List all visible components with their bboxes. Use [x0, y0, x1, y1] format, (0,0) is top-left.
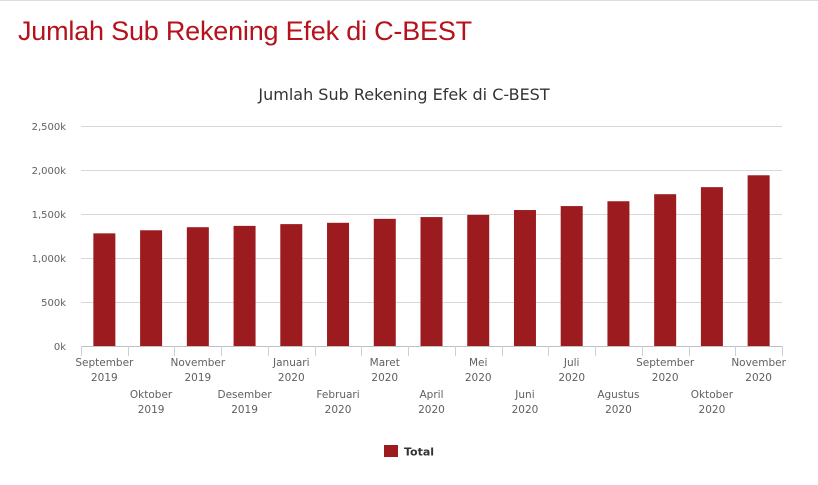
bar	[467, 214, 490, 346]
legend[interactable]: Total	[384, 445, 434, 459]
bar	[700, 187, 723, 346]
x-axis: September 2019 Oktober 2019 November 2019 Dese…	[75, 346, 787, 416]
bar	[280, 224, 303, 346]
y-tick-label: 2,000k	[32, 166, 67, 177]
bar	[654, 194, 677, 346]
x-tick-label: November 2019	[171, 357, 226, 384]
chart-title: Jumlah Sub Rekening Efek di C-BEST	[257, 85, 549, 104]
page-title: Jumlah Sub Rekening Efek di C-BEST	[18, 16, 472, 46]
y-tick-label: 0k	[54, 342, 66, 353]
legend-label-total[interactable]: Total	[404, 446, 434, 459]
x-tick-label: Juli 2020	[558, 357, 585, 384]
bar	[373, 218, 396, 346]
y-tick-label: 1,500k	[32, 210, 67, 221]
bar	[420, 217, 443, 346]
x-tick-label: Oktober 2020	[691, 389, 734, 416]
x-tick-label: Agustus 2020	[597, 389, 639, 416]
x-tick-label: November 2020	[731, 357, 786, 384]
x-tick-label: Desember 2019	[217, 389, 272, 416]
x-tick-label: Februari 2020	[316, 389, 359, 416]
bar	[233, 225, 256, 346]
bar	[607, 201, 630, 346]
bars	[93, 175, 770, 346]
legend-swatch-total[interactable]	[384, 445, 398, 457]
x-tick-label: September 2020	[636, 357, 695, 384]
x-tick-label: Maret 2020	[370, 357, 400, 384]
top-divider	[0, 0, 818, 1]
bar	[560, 206, 583, 346]
x-tick-label: Juni 2020	[512, 389, 539, 416]
bar	[747, 175, 770, 346]
x-tick-label: September 2019	[75, 357, 134, 384]
bar	[186, 227, 209, 346]
bar	[140, 230, 163, 346]
x-tick-label: Oktober 2019	[130, 389, 173, 416]
x-tick-label: Januari 2020	[272, 357, 310, 384]
bar	[93, 233, 116, 346]
bar	[513, 210, 536, 346]
bar	[327, 222, 350, 346]
y-tick-label: 2,500k	[32, 122, 67, 133]
x-tick-label: April 2020	[418, 389, 445, 416]
y-axis-labels: 0k 500k 1,000k 1,500k 2,000k 2,500k	[32, 122, 67, 353]
y-tick-label: 1,000k	[32, 254, 67, 265]
x-tick-label: Mei 2020	[465, 357, 492, 384]
y-tick-label: 500k	[41, 298, 66, 309]
